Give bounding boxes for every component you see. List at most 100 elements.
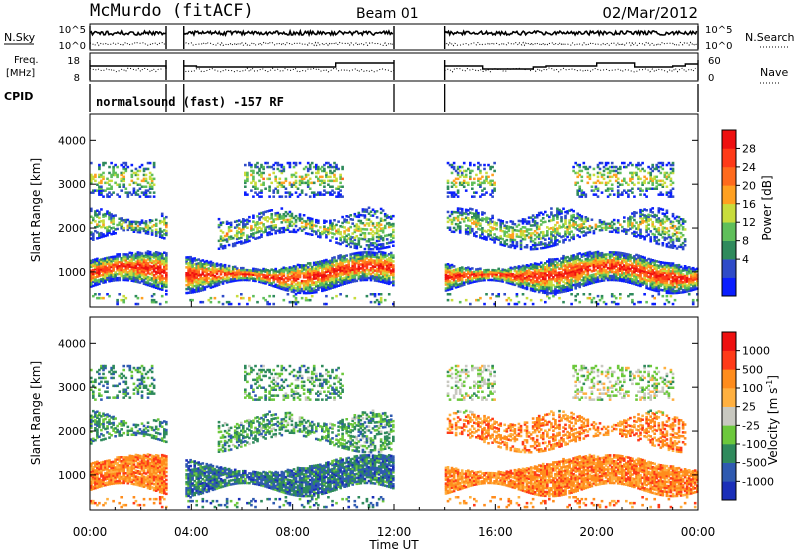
heatmap-cell	[392, 254, 395, 256]
heatmap-cell	[289, 162, 292, 165]
heatmap-cell	[98, 164, 101, 167]
heatmap-cell	[576, 293, 579, 296]
heatmap-cell	[578, 236, 581, 239]
heatmap-cell	[347, 233, 350, 236]
heatmap-cell	[605, 303, 608, 306]
heatmap-cell	[238, 223, 241, 226]
heatmap-cell	[337, 168, 340, 171]
heatmap-cell	[325, 295, 328, 298]
heatmap-cell	[354, 297, 357, 300]
heatmap-cell	[236, 295, 239, 298]
heatmap-cell	[165, 252, 168, 255]
heatmap-cell	[550, 207, 553, 210]
heatmap-cell	[149, 251, 152, 254]
heatmap-cell	[591, 226, 594, 229]
nsky-trace	[90, 31, 166, 35]
heatmap-cell	[281, 195, 284, 198]
heatmap-cell	[491, 166, 494, 169]
heatmap-cell	[589, 174, 592, 177]
heatmap-cell	[94, 293, 97, 296]
heatmap-cell	[540, 299, 543, 302]
freq-left-tick-bottom: 8	[74, 73, 80, 84]
nave-right-tick-top: 60	[708, 56, 721, 67]
heatmap-cell	[495, 228, 498, 231]
heatmap-cell	[499, 241, 502, 244]
heatmap-cell	[459, 301, 462, 304]
heatmap-cell	[483, 168, 486, 171]
heatmap-cell	[473, 182, 476, 185]
heatmap-cell	[479, 170, 482, 173]
heatmap-cell	[538, 234, 541, 237]
heatmap-cell	[248, 240, 251, 243]
heatmap-cell	[110, 186, 113, 189]
heatmap-cell	[386, 238, 389, 241]
heatmap-cell	[165, 222, 168, 225]
heatmap-cell	[453, 166, 456, 169]
heatmap-cell	[497, 293, 500, 296]
heatmap-cell	[518, 224, 521, 227]
heatmap-cell	[155, 301, 158, 304]
heatmap-cell	[272, 168, 275, 171]
heatmap-cell	[384, 219, 387, 222]
heatmap-cell	[228, 265, 231, 268]
heatmap-cell	[339, 189, 342, 192]
heatmap-cell	[493, 162, 496, 165]
heatmap-cell	[380, 293, 383, 296]
heatmap-cell	[307, 174, 310, 177]
heatmap-cell	[303, 214, 306, 217]
heatmap-cell	[250, 189, 253, 192]
heatmap-cell	[102, 172, 105, 175]
heatmap-cell	[526, 297, 529, 300]
heatmap-cell	[337, 220, 340, 223]
nsky-left-tick-top: 10^5	[59, 25, 86, 36]
heatmap-cell	[475, 235, 478, 238]
heatmap-cell	[461, 208, 464, 211]
heatmap-cell	[291, 193, 294, 196]
heatmap-cell	[493, 233, 496, 236]
heatmap-cell	[151, 229, 154, 232]
heatmap-cell	[268, 295, 271, 298]
heatmap-cell	[323, 168, 326, 171]
heatmap-cell	[248, 216, 251, 219]
heatmap-cell	[100, 186, 103, 189]
nave-trace	[90, 68, 164, 72]
heatmap-cell	[252, 176, 255, 179]
heatmap-cell	[248, 220, 251, 223]
heatmap-cell	[593, 168, 596, 171]
heatmap-cell	[116, 299, 119, 302]
heatmap-cell	[593, 174, 596, 177]
freq-left-tick-top: 18	[67, 56, 80, 67]
heatmap-cell	[481, 227, 484, 230]
heatmap-cell	[556, 221, 559, 224]
heatmap-cell	[153, 293, 156, 296]
heatmap-cell	[617, 178, 620, 181]
freq-trace	[445, 63, 698, 69]
heatmap-cell	[578, 164, 581, 167]
heatmap-cell	[323, 186, 326, 189]
heatmap-cell	[163, 237, 166, 240]
heatmap-cell	[497, 268, 500, 271]
heatmap-cell	[506, 243, 509, 246]
heatmap-cell	[581, 176, 584, 179]
heatmap-cell	[281, 221, 284, 224]
heatmap-cell	[228, 244, 231, 247]
heatmap-cell	[262, 178, 265, 181]
heatmap-cell	[98, 211, 101, 214]
heatmap-cell	[453, 162, 456, 165]
nsky-trace	[184, 31, 393, 35]
nsearch-trace	[445, 43, 697, 46]
heatmap-cell	[619, 172, 622, 175]
heatmap-cell	[617, 189, 620, 192]
heatmap-cell	[570, 293, 573, 296]
heatmap-cell	[311, 172, 314, 175]
heatmap-cell	[114, 214, 117, 217]
heatmap-cell	[141, 164, 144, 167]
heatmap-cell	[536, 248, 539, 251]
heatmap-cell	[295, 180, 298, 183]
heatmap-cell	[528, 220, 531, 223]
heatmap-cell	[104, 162, 107, 165]
heatmap-cell	[317, 229, 320, 232]
heatmap-cell	[493, 188, 496, 191]
heatmap-cell	[139, 195, 142, 198]
heatmap-cell	[587, 218, 590, 221]
